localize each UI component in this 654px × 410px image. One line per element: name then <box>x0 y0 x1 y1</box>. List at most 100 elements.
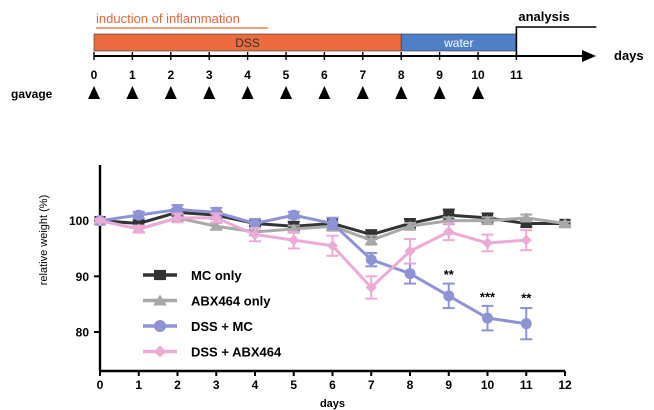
gavage-marker-icon <box>472 86 484 99</box>
x-axis-label: days <box>320 398 345 410</box>
data-point <box>403 220 417 231</box>
gavage-marker-icon <box>318 86 331 99</box>
legend-entry: ABX464 only <box>143 294 271 309</box>
water-label: water <box>443 36 473 50</box>
gavage-markers <box>88 86 484 99</box>
data-point <box>365 281 377 293</box>
timeline-tick-label: 0 <box>91 68 98 82</box>
gavage-marker-icon <box>164 86 177 99</box>
x-tick-label: 5 <box>290 378 297 392</box>
data-point <box>443 210 455 220</box>
x-tick-label: 1 <box>135 378 142 392</box>
x-tick-label: 11 <box>520 378 533 392</box>
y-tick-label: 90 <box>76 270 90 284</box>
legend-entry: MC only <box>143 268 242 283</box>
timeline-days-label: days <box>614 48 644 63</box>
x-tick-label: 2 <box>174 378 181 392</box>
series-line <box>99 216 527 290</box>
analysis-bracket <box>515 26 597 56</box>
legend-label: MC only <box>191 268 242 283</box>
series-2 <box>94 204 533 341</box>
timeline-tick-label: 7 <box>359 68 366 82</box>
data-point <box>172 204 183 216</box>
data-point <box>404 268 416 280</box>
data-point <box>172 212 183 224</box>
analysis-label: analysis <box>518 9 569 24</box>
data-point <box>327 240 338 252</box>
timeline-tick-label: 2 <box>167 68 174 82</box>
legend-entry: DSS + ABX464 <box>143 345 282 360</box>
data-point <box>210 206 222 218</box>
data-point <box>443 290 455 302</box>
gavage-marker-icon <box>241 86 254 99</box>
timeline-tick-label: 8 <box>398 68 405 82</box>
significance-marker: ** <box>444 267 455 282</box>
data-point <box>443 226 455 238</box>
data-point <box>365 229 377 240</box>
x-tick-label: 12 <box>558 378 572 392</box>
timeline-arrow-icon <box>582 50 596 62</box>
gavage-marker-icon <box>356 86 369 99</box>
data-point <box>209 220 223 231</box>
y-tick-label: 80 <box>76 326 90 340</box>
legend-label: DSS + MC <box>191 319 253 334</box>
legend-marker <box>154 269 166 281</box>
data-point <box>249 217 261 229</box>
induction-label: induction of inflammation <box>96 11 240 26</box>
significance-annotations: ***** ** <box>444 267 533 305</box>
data-point <box>482 312 493 324</box>
x-tick-label: 4 <box>252 378 259 392</box>
legend: MC only ABX464 only DSS + MC DSS + ABX464 <box>143 268 282 360</box>
data-point <box>482 237 493 249</box>
timeline: induction of inflammation DSS water days… <box>11 9 644 101</box>
legend-marker <box>154 320 166 332</box>
data-point <box>519 212 533 223</box>
x-tick-label: 7 <box>368 378 375 392</box>
data-point <box>404 245 416 257</box>
x-tick-label: 0 <box>97 378 104 392</box>
gavage-marker-icon <box>126 86 139 99</box>
data-point <box>288 234 300 246</box>
data-point <box>520 318 532 330</box>
legend-marker <box>154 345 166 358</box>
significance-marker: ** <box>521 291 532 306</box>
timeline-tick-label: 9 <box>436 68 443 82</box>
timeline-tick-label: 4 <box>244 68 251 82</box>
legend-marker <box>153 294 167 306</box>
y-tick-label: 100 <box>69 214 89 228</box>
timeline-tick-label: 5 <box>283 68 290 82</box>
gavage-marker-icon <box>395 86 408 99</box>
data-point <box>365 254 377 266</box>
x-tick-label: 6 <box>329 378 336 392</box>
dss-label: DSS <box>235 36 260 50</box>
data-point <box>327 217 338 229</box>
timeline-tick-label: 11 <box>510 68 523 82</box>
gavage-marker-icon <box>203 86 216 99</box>
data-point <box>133 218 145 229</box>
data-point <box>288 209 300 221</box>
timeline-tick-label: 3 <box>206 68 213 82</box>
series-3 <box>94 212 533 300</box>
data-point <box>481 215 494 226</box>
gavage-marker-icon <box>88 86 100 99</box>
legend-entry: DSS + MC <box>143 319 253 334</box>
timeline-tick-label: 6 <box>321 68 328 82</box>
data-point <box>558 217 572 228</box>
x-tick-label: 9 <box>445 378 452 392</box>
gavage-marker-icon <box>280 86 292 99</box>
series-line <box>99 208 527 326</box>
x-tick-label: 8 <box>407 378 414 392</box>
data-point <box>364 234 378 245</box>
gavage-marker-icon <box>433 86 446 99</box>
data-point <box>133 209 145 221</box>
x-tick-label: 10 <box>481 378 495 392</box>
timeline-tick-label: 1 <box>129 68 136 82</box>
y-axis-label: relative weight (%) <box>38 195 50 285</box>
data-point <box>94 215 106 227</box>
x-tick-label: 3 <box>213 378 220 392</box>
data-point <box>133 223 145 235</box>
gavage-label: gavage <box>11 87 53 101</box>
